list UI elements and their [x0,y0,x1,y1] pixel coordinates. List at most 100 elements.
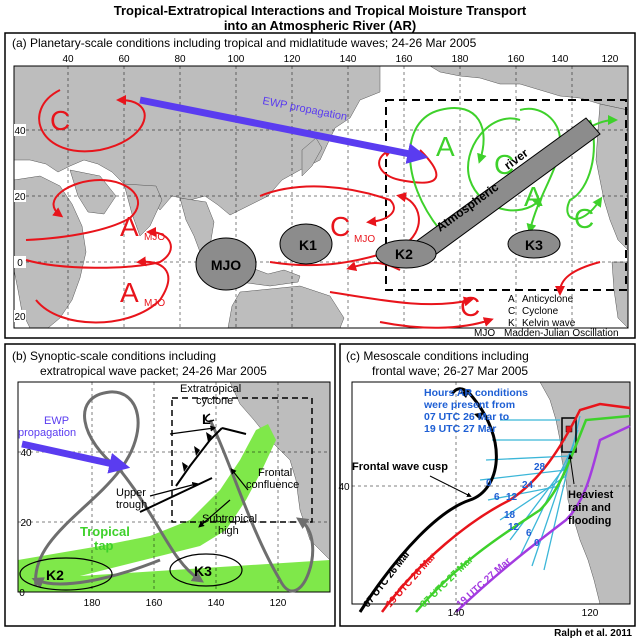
letter-a: A [120,277,139,308]
k1-blob [279,223,333,265]
warm-front [221,427,247,435]
mjo-sub: MJO [354,234,375,245]
hours-note-1: Hours AR conditions [424,387,528,399]
hour-label: 0 [534,538,540,549]
letter-c: C [330,211,350,242]
panel-a-heading: (a) Planetary-scale conditions including… [12,36,477,50]
lon-tick: 160 [396,54,413,65]
extratropical-label-1: Extratropical [180,383,241,395]
heavy-rain-3: flooding [568,515,611,527]
legend-desc: Kelvin wave [522,318,576,329]
lon-tick: 160 [146,598,163,609]
hour-label: 12 [506,492,518,503]
panel-a: (a) Planetary-scale conditions including… [4,32,636,339]
hour-label: 28 [534,462,546,473]
hour-label: 24 [522,480,534,491]
panel-b-dashed-box [171,397,313,523]
k1-label: K1 [299,237,317,253]
heavy-rain-2: rain and [568,502,611,514]
k2-label-b: K2 [46,567,64,583]
k2-blob [375,239,437,269]
lon-tick: 120 [284,54,301,65]
k2-label: K2 [395,246,413,262]
upper-trough-label-2: trough [116,499,147,511]
panel-a-legend: A Anticyclone C Cyclone K Kelvin wave MJ… [474,294,619,339]
k3-blob [507,229,561,259]
lon-tick: 40 [62,54,74,65]
lon-tick: 140 [552,54,569,65]
heavy-rain-1: Heaviest [568,489,614,501]
hours-note-3: 07 UTC 26 Mar to [424,411,509,423]
mjo-blob [195,237,257,291]
panel-a-lat-ticks: 40 20 0 20 [14,124,26,323]
panel-b-ticks: 40 20 0 180 160 140 120 [19,448,287,609]
tropical-tap-band [18,424,330,592]
land-japan [301,137,323,177]
hours-note-4: 19 UTC 27 Mar [424,423,496,435]
legend-key: K [508,318,515,329]
tropical-tap-label-1: Tropical [80,524,130,539]
legend-desc: Anticyclone [522,294,574,305]
panel-c-grid [352,382,630,604]
mjo-sub: MJO [144,232,165,243]
panel-b-labels: Extratropical cyclone Upper trough Front… [116,383,299,537]
front-line-07utc-26 [358,387,498,613]
panel-b: (b) Synoptic-scale conditions including … [4,343,336,627]
front-symbols [182,432,212,472]
hour-label: 18 [504,510,516,521]
ewp-label-b1: EWP [44,415,69,427]
lat-tick: 20 [20,518,32,529]
frontal-label-2: confluence [246,479,299,491]
lon-tick: 100 [228,54,245,65]
legend-desc: Madden-Julian Oscillation [504,328,619,339]
frontal-label-1: Frontal [258,467,292,479]
lat-tick: 40 [338,482,350,493]
subtropical-label-1: Subtropical [202,513,257,525]
lat-tick: 0 [17,258,23,269]
legend-key: A [508,294,515,305]
front-symbols-c [460,390,484,420]
upper-trough-label-1: Upper [116,487,146,499]
lat-tick: 0 [19,588,25,599]
hour-label: 0 [486,478,492,489]
lat-tick: 20 [14,312,26,323]
k3-ellipse [169,553,243,587]
legend-key: MJO [474,328,495,339]
letter-c: C [50,105,70,136]
title-line-2: into an Atmospheric River (AR) [224,18,416,33]
lat-tick: 40 [14,126,26,137]
hours-note: Hours AR conditions were present from 07… [423,387,528,435]
gray-wave-arrows [31,390,315,593]
heavy-rain-box [561,417,577,453]
ewp-arrow [139,96,429,164]
k2-ellipse [19,557,113,591]
black-arrows [149,425,249,528]
land-india [123,183,163,237]
panel-c-ticks: 40 140 120 [338,482,598,619]
credit: Ralph et al. 2011 [554,628,632,639]
lon-tick: 140 [208,598,225,609]
letter-c: C [460,291,480,322]
lon-tick: 140 [340,54,357,65]
subtropical-label-2: high [218,525,239,537]
panel-c-heading-2: frontal wave; 26-27 Mar 2005 [372,364,528,378]
heavy-rain-pointer [567,454,575,485]
front-line-19utc-26 [380,402,631,613]
hour-label: 6 [526,528,532,539]
land-australia [227,285,345,329]
red-curves [25,89,601,329]
lat-tick: 40 [20,448,32,459]
front-line-07utc-27 [415,414,631,613]
panel-b-heading-1: (b) Synoptic-scale conditions including [12,349,216,363]
panel-b-map [17,381,331,593]
letter-a: A [436,131,455,162]
cyclone-swirl [204,413,215,423]
lon-tick: 120 [582,608,599,619]
land-south-america [611,261,629,329]
panel-a-dashed-box [385,99,627,291]
k3-label-b: K3 [194,563,212,579]
cusp-pointer [429,475,472,497]
green-letters: A C A C [436,131,594,234]
lon-tick: 60 [118,54,130,65]
